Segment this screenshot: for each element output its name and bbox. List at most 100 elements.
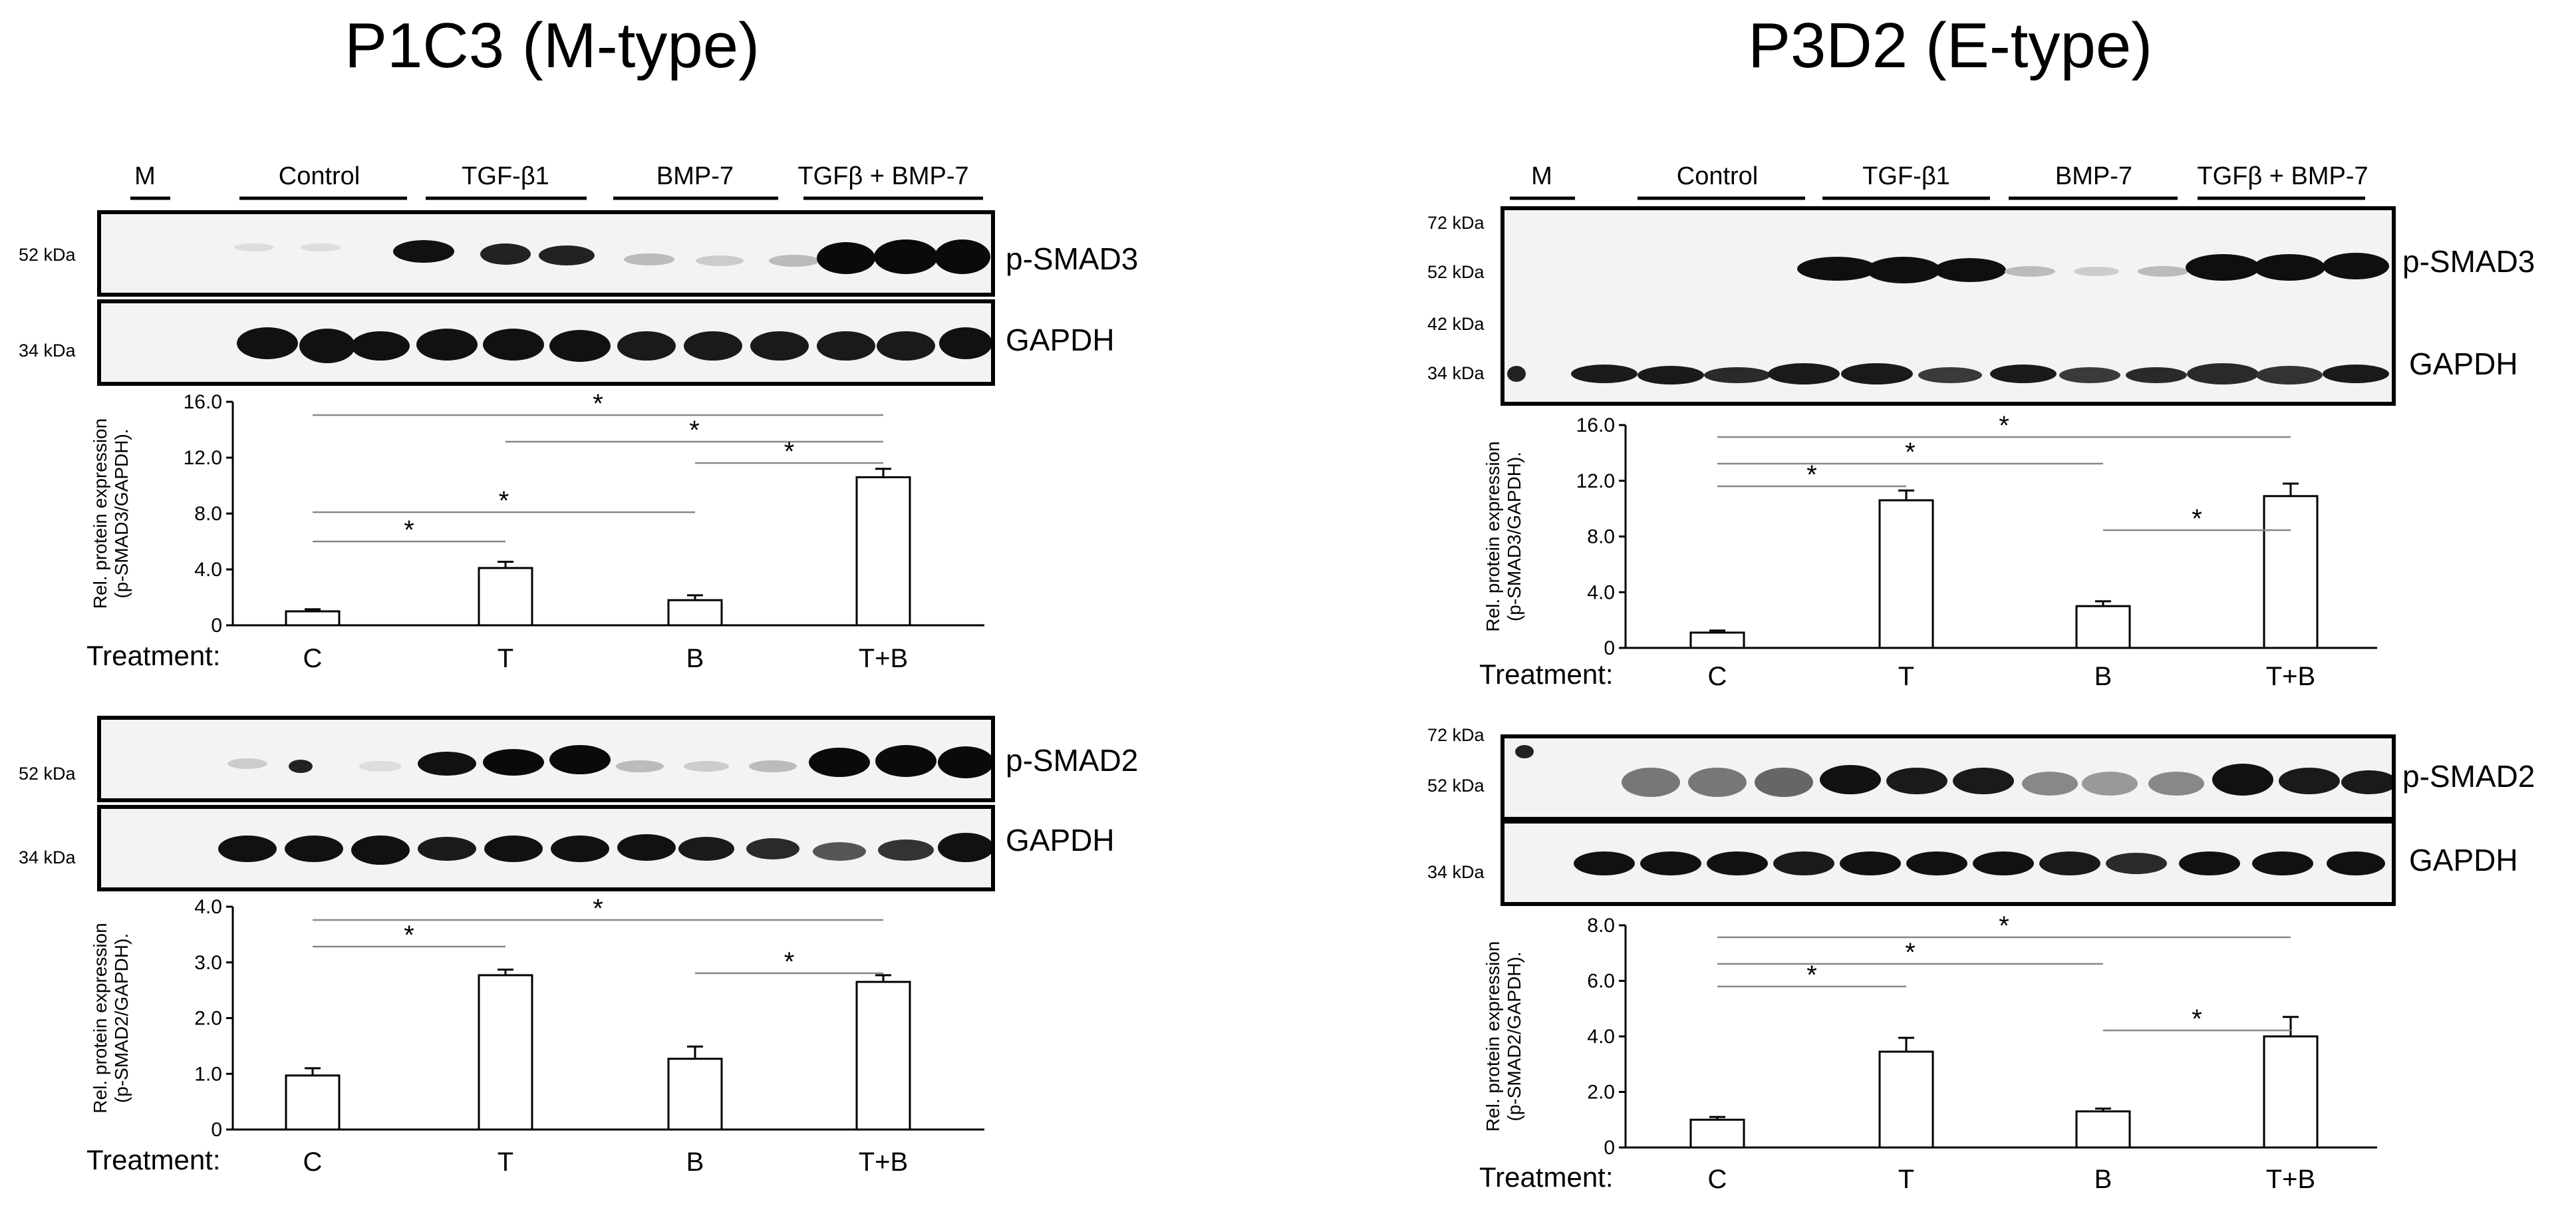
- label-gapdh-left-2: GAPDH: [1006, 823, 1115, 857]
- lane-label-combo: TGFβ + BMP-7: [797, 162, 969, 190]
- kda-34-left-gapdh2: 34 kDa: [19, 847, 76, 867]
- bar: [855, 981, 911, 1131]
- bar: [2263, 1035, 2319, 1149]
- y-axis-label: Rel. protein expression: [90, 923, 110, 1113]
- category-label: T+B: [2266, 1165, 2315, 1194]
- kda-52-right-top: 52 kDa: [1427, 262, 1485, 282]
- significance-star: *: [499, 486, 509, 516]
- y-tick-label: 0: [1604, 1137, 1615, 1159]
- significance-star: *: [593, 389, 603, 418]
- y-tick-label: 0: [211, 1119, 222, 1141]
- band-image-psmad2-right: [1515, 745, 2397, 797]
- y-tick-label: 8.0: [1587, 526, 1615, 548]
- significance-star: *: [784, 947, 795, 977]
- blot-psmad3-gapdh-right: [1501, 206, 2396, 406]
- blot-psmad3-left: [97, 210, 995, 297]
- category-label: C: [1708, 662, 1727, 691]
- treatment-label-right-2: Treatment:: [1479, 1161, 1614, 1193]
- significance-star: *: [1905, 938, 1916, 967]
- label-psmad2-left: p-SMAD2: [1006, 743, 1139, 778]
- band-image-psmad2-left: [227, 745, 994, 778]
- significance-star: *: [1999, 911, 2009, 941]
- category-label: T+B: [2266, 662, 2315, 691]
- kda-34-left-gapdh1: 34 kDa: [19, 341, 76, 361]
- label-gapdh-right-2: GAPDH: [2409, 843, 2518, 877]
- bar: [1878, 1050, 1934, 1149]
- bar: [478, 567, 533, 627]
- category-label: T+B: [859, 1147, 908, 1177]
- significance-star: *: [404, 921, 414, 950]
- category-label: T: [498, 644, 513, 673]
- kda-52-left-smad2: 52 kDa: [19, 764, 76, 784]
- category-label: C: [303, 1147, 323, 1177]
- category-label: T: [1898, 1165, 1914, 1194]
- significance-star: *: [593, 894, 603, 923]
- lane-label-tgf: TGF-β1: [462, 162, 549, 190]
- significance-star: *: [1999, 411, 2009, 440]
- lane-label-bmp: BMP-7: [656, 162, 734, 190]
- y-tick-label: 4.0: [1587, 581, 1615, 603]
- y-axis-label: Rel. protein expression: [1483, 441, 1503, 631]
- y-tick-label: 1.0: [194, 1063, 222, 1085]
- lane-label-tgf: TGF-β1: [1862, 162, 1950, 190]
- label-gapdh-right-1: GAPDH: [2409, 347, 2518, 381]
- y-axis-label: (p-SMAD3/GAPDH).: [1504, 452, 1524, 621]
- treatment-label-right-1: Treatment:: [1479, 659, 1614, 690]
- bar: [285, 1074, 341, 1131]
- y-tick-label: 8.0: [194, 503, 222, 525]
- y-tick-label: 12.0: [184, 447, 222, 469]
- significance-star: *: [689, 416, 700, 445]
- y-tick-label: 12.0: [1576, 470, 1615, 492]
- blot-psmad2-right: [1501, 734, 2397, 821]
- significance-star: *: [404, 516, 414, 545]
- category-label: C: [303, 644, 323, 673]
- kda-52-left-smad3: 52 kDa: [19, 245, 76, 265]
- bar: [667, 1058, 723, 1131]
- y-axis-label: (p-SMAD3/GAPDH).: [111, 428, 132, 598]
- significance-star: *: [2192, 504, 2202, 533]
- kda-34-right-top: 34 kDa: [1427, 363, 1485, 383]
- treatment-label-left-1: Treatment:: [86, 640, 221, 671]
- kda-72-right-top: 72 kDa: [1427, 213, 1485, 233]
- label-psmad3-left: p-SMAD3: [1006, 241, 1139, 276]
- y-tick-label: 4.0: [194, 559, 222, 581]
- y-tick-label: 0: [211, 615, 222, 637]
- category-label: B: [2094, 1165, 2112, 1194]
- lane-label-marker: M: [134, 162, 156, 190]
- lane-label-control: Control: [1676, 162, 1759, 190]
- category-label: T+B: [859, 644, 908, 673]
- kda-52-right-bottom: 52 kDa: [1427, 776, 1485, 796]
- treatment-label-left-2: Treatment:: [86, 1144, 221, 1175]
- bar: [855, 476, 911, 627]
- lane-label-combo: TGFβ + BMP-7: [2197, 162, 2368, 190]
- category-label: T: [1898, 662, 1914, 691]
- blot-gapdh-right-2: [1501, 820, 2396, 906]
- band-image-psmad3-gapdh-right: [1507, 253, 2389, 384]
- y-axis-label: Rel. protein expression: [1483, 941, 1503, 1132]
- significance-star: *: [1806, 460, 1817, 490]
- significance-star: *: [2192, 1004, 2202, 1034]
- blot-gapdh-left-2: [97, 805, 995, 891]
- y-tick-label: 16.0: [184, 391, 222, 413]
- significance-star: *: [1806, 961, 1817, 990]
- category-label: B: [686, 1147, 704, 1177]
- bar: [2075, 605, 2131, 649]
- bar: [1689, 631, 1745, 649]
- band-image-psmad3-left: [234, 239, 990, 274]
- lane-label-control: Control: [278, 162, 360, 190]
- label-psmad3-right: p-SMAD3: [2402, 244, 2535, 279]
- y-tick-label: 0: [1604, 637, 1615, 659]
- blot-psmad2-left: [97, 716, 995, 802]
- y-axis-label: Rel. protein expression: [90, 418, 110, 609]
- category-label: T: [498, 1147, 513, 1177]
- blot-gapdh-left-1: [97, 299, 995, 386]
- y-tick-label: 4.0: [194, 896, 222, 918]
- category-label: C: [1708, 1165, 1727, 1194]
- bar: [285, 610, 341, 627]
- panel-title-right: P3D2 (E-type): [1748, 10, 2153, 81]
- label-psmad2-right: p-SMAD2: [2402, 759, 2535, 794]
- y-axis-label: (p-SMAD2/GAPDH).: [111, 933, 132, 1103]
- band-image-gapdh-right-2: [1574, 851, 2385, 875]
- band-image-gapdh-left-2: [218, 833, 994, 865]
